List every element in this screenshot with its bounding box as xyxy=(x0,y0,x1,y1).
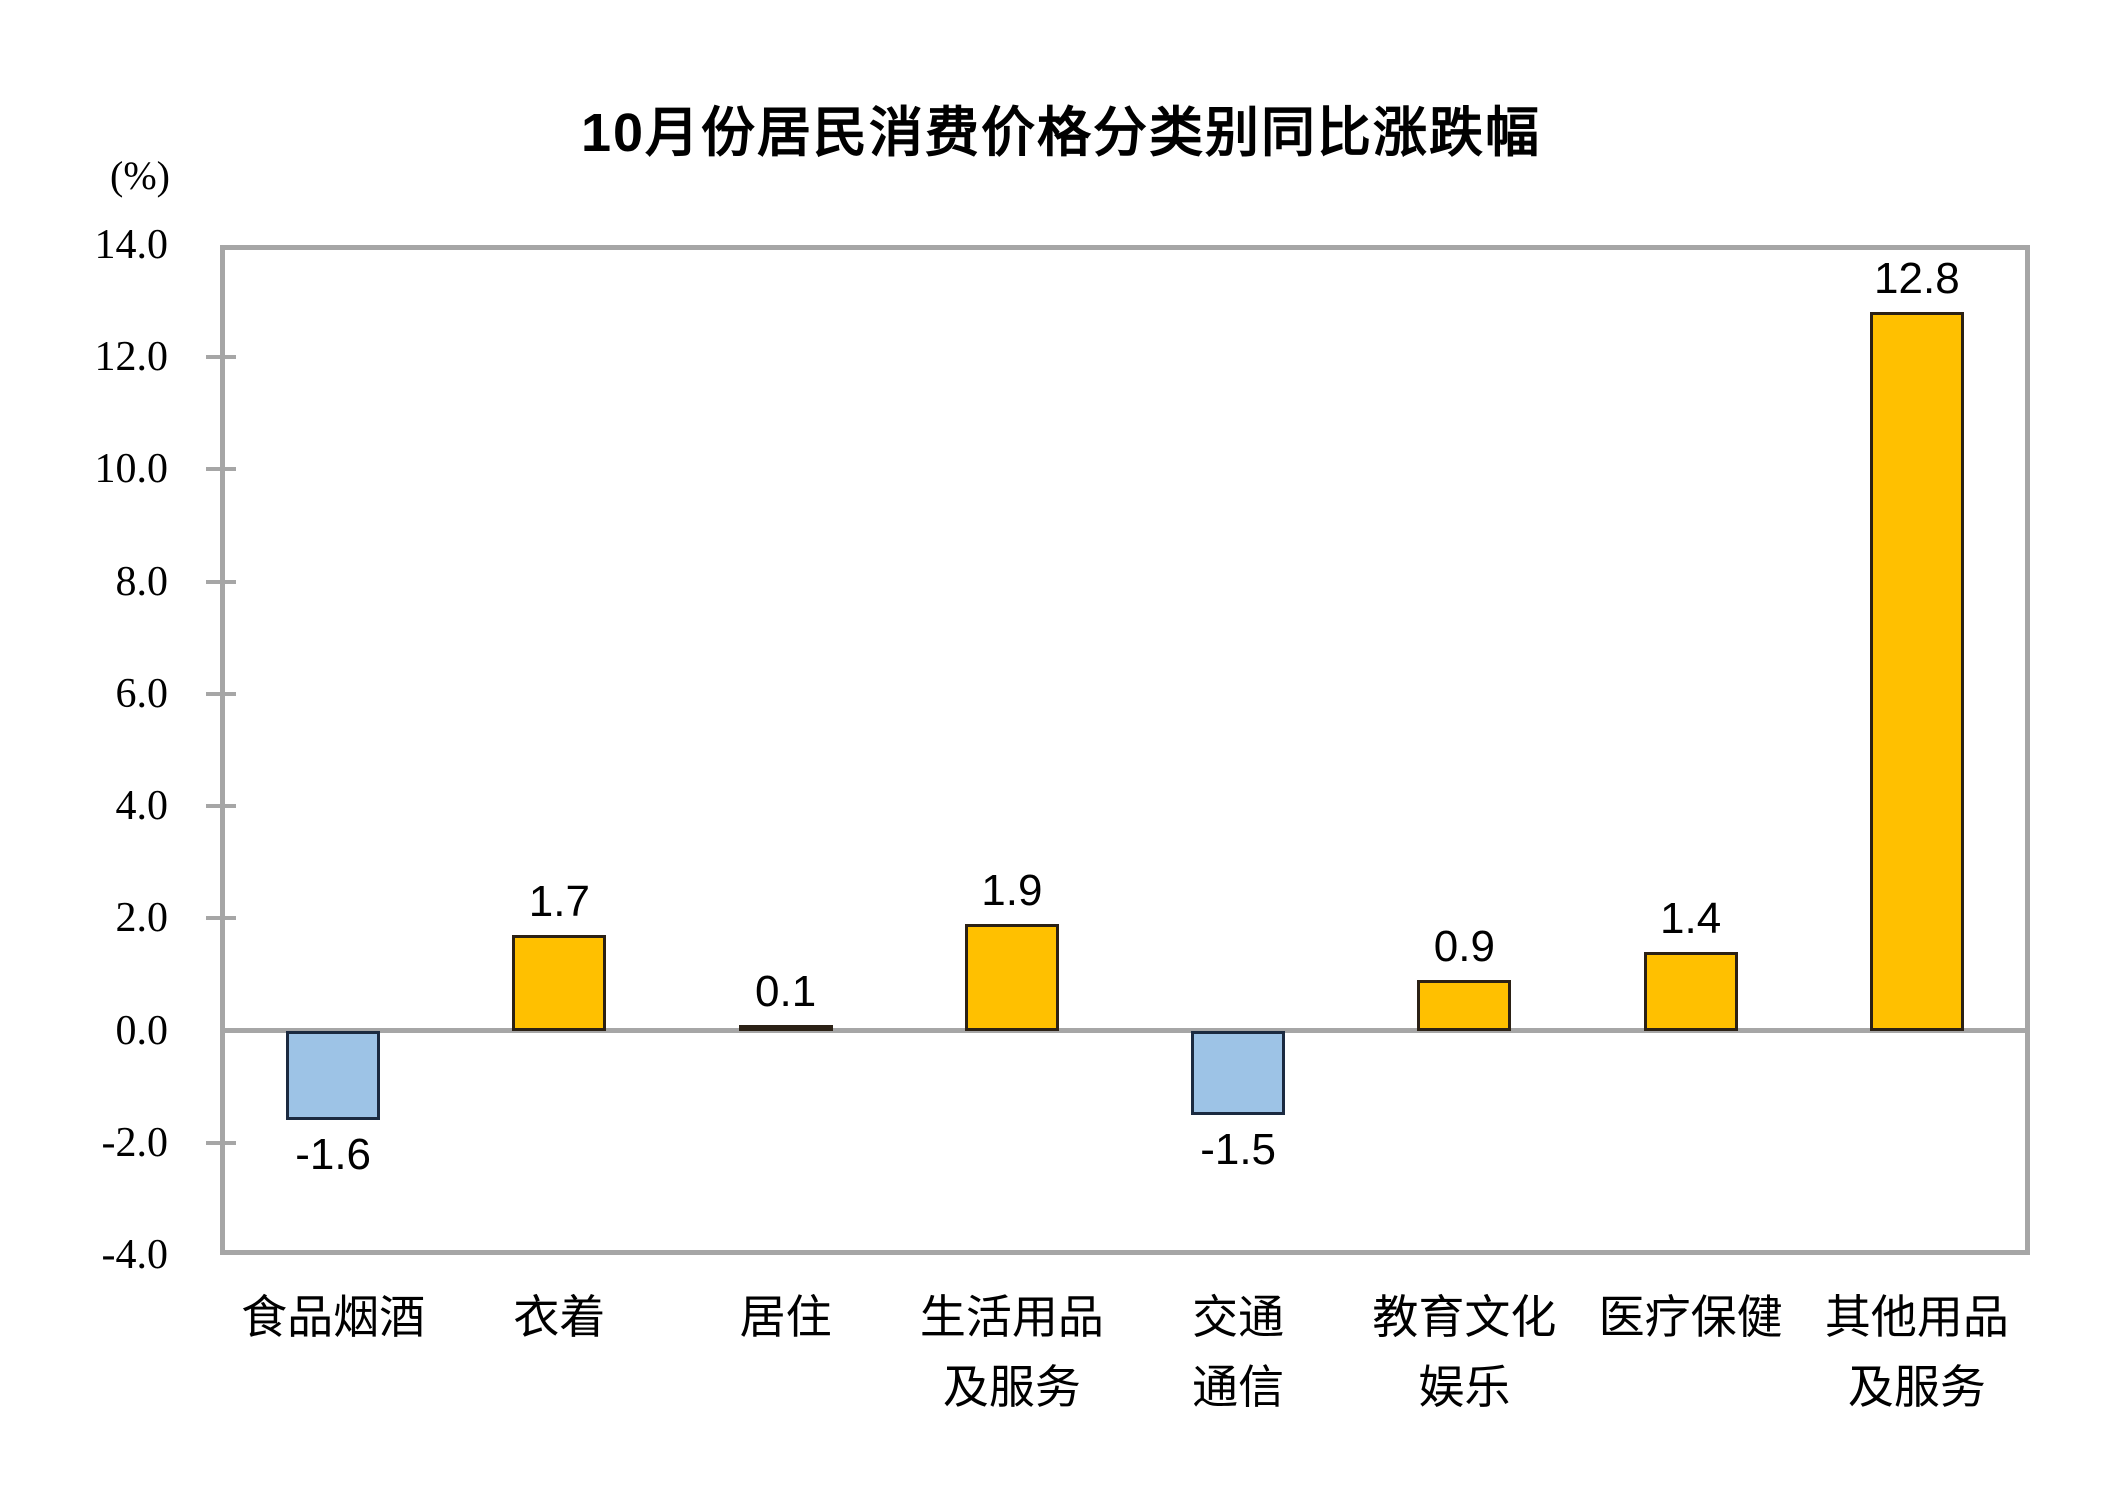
y-tick-mark xyxy=(206,691,236,696)
bar-0 xyxy=(286,1030,381,1121)
bar-value-label: 1.4 xyxy=(1660,894,1722,943)
y-tick-mark xyxy=(206,1140,236,1145)
category-label: 其他用品 及服务 xyxy=(1824,1291,2009,1413)
y-tick-label: 4.0 xyxy=(115,783,169,830)
bar-value-label: 1.9 xyxy=(981,865,1043,915)
bar-value-label: 0.9 xyxy=(1433,922,1495,972)
y-tick-label: 12.0 xyxy=(94,334,169,381)
zero-baseline xyxy=(225,1028,2025,1034)
y-tick-label: 14.0 xyxy=(94,222,169,268)
y-tick-mark xyxy=(206,916,236,921)
category-label: 居住 xyxy=(739,1291,832,1343)
bar-value-label: 1.7 xyxy=(528,877,590,927)
y-tick-label: 0.0 xyxy=(115,1007,169,1054)
y-tick-label: 2.0 xyxy=(115,895,169,942)
y-tick-mark xyxy=(206,355,236,360)
bar-3 xyxy=(964,923,1059,1031)
bar-2 xyxy=(738,1024,833,1031)
bar-6 xyxy=(1643,952,1738,1031)
bar-4 xyxy=(1191,1030,1286,1115)
category-label: 医疗保健 xyxy=(1598,1291,1783,1343)
category-label: 食品烟酒 xyxy=(241,1291,426,1343)
category-label: 衣着 xyxy=(513,1291,606,1343)
plot-area xyxy=(220,245,2030,1255)
y-tick-label: 6.0 xyxy=(115,670,169,717)
y-tick-label: 10.0 xyxy=(94,446,169,493)
bar-5 xyxy=(1417,980,1512,1031)
bar-value-label: -1.5 xyxy=(1200,1124,1277,1174)
y-tick-mark xyxy=(206,579,236,584)
y-tick-label: 8.0 xyxy=(115,558,169,605)
bar-7 xyxy=(1869,312,1964,1031)
chart-title: 10月份居民消费价格分类别同比涨跌幅 xyxy=(580,103,1542,163)
y-tick-mark xyxy=(206,467,236,472)
y-tick-mark xyxy=(206,804,236,809)
bar-value-label: 12.8 xyxy=(1874,254,1960,304)
y-axis-unit-label: (%) xyxy=(110,153,170,198)
category-label: 生活用品 及服务 xyxy=(919,1291,1104,1413)
bar-value-label: -1.6 xyxy=(295,1130,372,1180)
y-tick-label: -2.0 xyxy=(101,1119,169,1166)
bar-1 xyxy=(512,935,607,1031)
bar-value-label: 0.1 xyxy=(755,966,817,1016)
y-tick-label: -4.0 xyxy=(101,1232,169,1278)
category-label: 交通 通信 xyxy=(1192,1291,1285,1413)
category-label: 教育文化 娱乐 xyxy=(1372,1291,1557,1413)
